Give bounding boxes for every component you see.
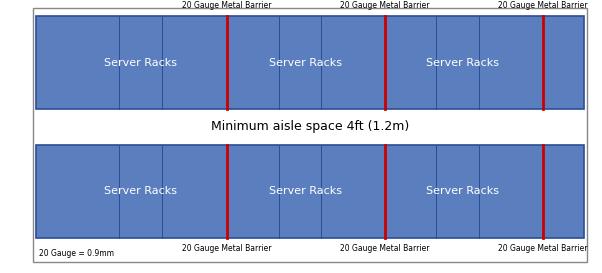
Text: 20 Gauge Metal Barrier: 20 Gauge Metal Barrier xyxy=(498,244,588,253)
Text: 20 Gauge Metal Barrier: 20 Gauge Metal Barrier xyxy=(498,1,588,10)
Text: Server Racks: Server Racks xyxy=(104,58,177,68)
Text: Server Racks: Server Racks xyxy=(426,58,500,68)
Text: Server Racks: Server Racks xyxy=(269,58,342,68)
Text: 20 Gauge Metal Barrier: 20 Gauge Metal Barrier xyxy=(182,1,272,10)
Bar xyxy=(36,16,584,109)
Text: Minimum aisle space 4ft (1.2m): Minimum aisle space 4ft (1.2m) xyxy=(211,120,409,133)
Text: Server Racks: Server Racks xyxy=(269,186,342,196)
Text: Server Racks: Server Racks xyxy=(104,186,177,196)
Text: Server Racks: Server Racks xyxy=(426,186,500,196)
Text: 20 Gauge Metal Barrier: 20 Gauge Metal Barrier xyxy=(340,1,430,10)
Text: 20 Gauge Metal Barrier: 20 Gauge Metal Barrier xyxy=(340,244,430,253)
Bar xyxy=(36,145,584,238)
Text: 20 Gauge Metal Barrier: 20 Gauge Metal Barrier xyxy=(182,244,272,253)
Text: 20 Gauge = 0.9mm: 20 Gauge = 0.9mm xyxy=(39,249,114,258)
